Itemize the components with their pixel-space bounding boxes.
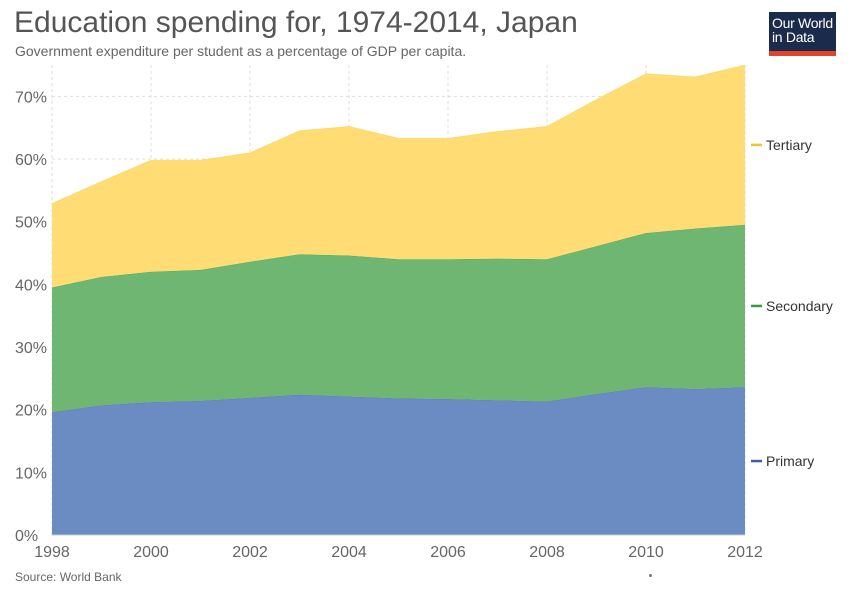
y-tick-label: 20% — [15, 403, 47, 420]
y-tick-label: 0% — [15, 528, 38, 545]
logo-accent-bar — [769, 51, 836, 56]
areas — [51, 64, 746, 535]
our-world-in-data-logo[interactable]: Our World in Data — [769, 12, 836, 56]
area-edge-primary — [51, 386, 746, 413]
area-tertiary[interactable] — [52, 65, 745, 288]
logo-line-1: Our World — [772, 15, 833, 31]
y-tick-label: 70% — [15, 89, 47, 106]
area-edge-tertiary — [51, 64, 746, 204]
y-tick-label: 40% — [15, 277, 47, 294]
x-tick-label: 2010 — [628, 544, 664, 561]
x-tick-label: 2002 — [232, 544, 268, 561]
chart-title: Education spending for, 1974-2014, Japan — [14, 6, 578, 39]
y-tick-label: 30% — [15, 340, 47, 357]
logo-line-2: in Data — [772, 29, 815, 45]
chart-subtitle: Government expenditure per student as a … — [15, 43, 467, 59]
source-note: Source: World Bank — [15, 570, 122, 584]
x-tick-label: 2008 — [529, 544, 565, 561]
footer-dot — [649, 574, 652, 577]
axes: 0% 10% 20% 30% 40% 50% 60% 70% 1998 2000 2002 2004 2… — [15, 89, 763, 561]
legend-label-tertiary[interactable]: Tertiary — [766, 137, 812, 153]
x-tick-label: 1998 — [34, 544, 70, 561]
area-secondary[interactable] — [52, 224, 745, 413]
legend-label-primary[interactable]: Primary — [766, 453, 814, 469]
area-primary[interactable] — [52, 387, 745, 535]
legend-label-secondary[interactable]: Secondary — [766, 298, 833, 314]
y-tick-label: 60% — [15, 152, 47, 169]
x-tick-label: 2000 — [133, 544, 169, 561]
x-tick-label: 2004 — [331, 544, 367, 561]
y-tick-label: 10% — [15, 465, 47, 482]
x-tick-label: 2012 — [727, 544, 763, 561]
y-tick-label: 50% — [15, 215, 47, 232]
area-edge-secondary — [51, 224, 746, 288]
legend: Primary Secondary Tertiary — [751, 137, 833, 469]
x-tick-label: 2006 — [430, 544, 466, 561]
